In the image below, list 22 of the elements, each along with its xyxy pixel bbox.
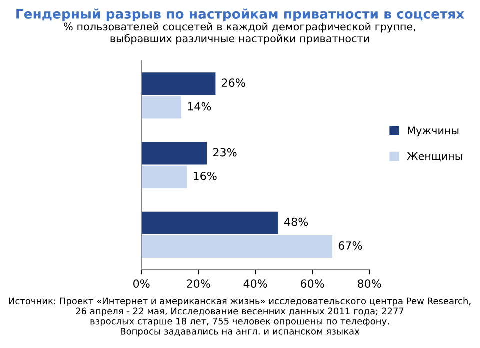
x-tick-label: 40% — [244, 280, 268, 288]
bar — [142, 96, 182, 119]
bar — [142, 212, 278, 234]
data-label: 23% — [214, 148, 237, 157]
chart-title: Гендерный разрыв по настройкам приватности в соцсетях — [16, 8, 464, 22]
x-tick-label: 80% — [358, 280, 382, 288]
bar — [142, 142, 208, 165]
data-label: 67% — [338, 242, 362, 250]
text: Источник: Проект «Интернет и американская жизнь» исследовательского центра Pew Research, 26 апреля - 22 мая, Исследование весенних данных 2011 года; 2277 взрослых старше 18 лет, 755 человек опрошены по телефону. Вопросы задавались на англ. и испанском языках — [9, 298, 471, 337]
chart-subtitle: % пользователей соцсетей в каждой демографической группе, выбравших различные настройки приватности — [64, 22, 416, 45]
x-tick-label: 0% — [134, 280, 150, 288]
data-label: 26% — [222, 78, 246, 88]
x-tick-label: 20% — [187, 280, 210, 288]
data-label: 16% — [194, 172, 217, 180]
data-label: 48% — [284, 218, 308, 226]
data-label: 14% — [188, 102, 212, 111]
bar — [142, 166, 188, 188]
legend-label: Мужчины — [408, 126, 459, 137]
bar — [142, 235, 333, 258]
legend-label: Женщины — [407, 152, 462, 162]
bar — [142, 72, 216, 96]
x-tick-label: 60% — [301, 280, 324, 288]
